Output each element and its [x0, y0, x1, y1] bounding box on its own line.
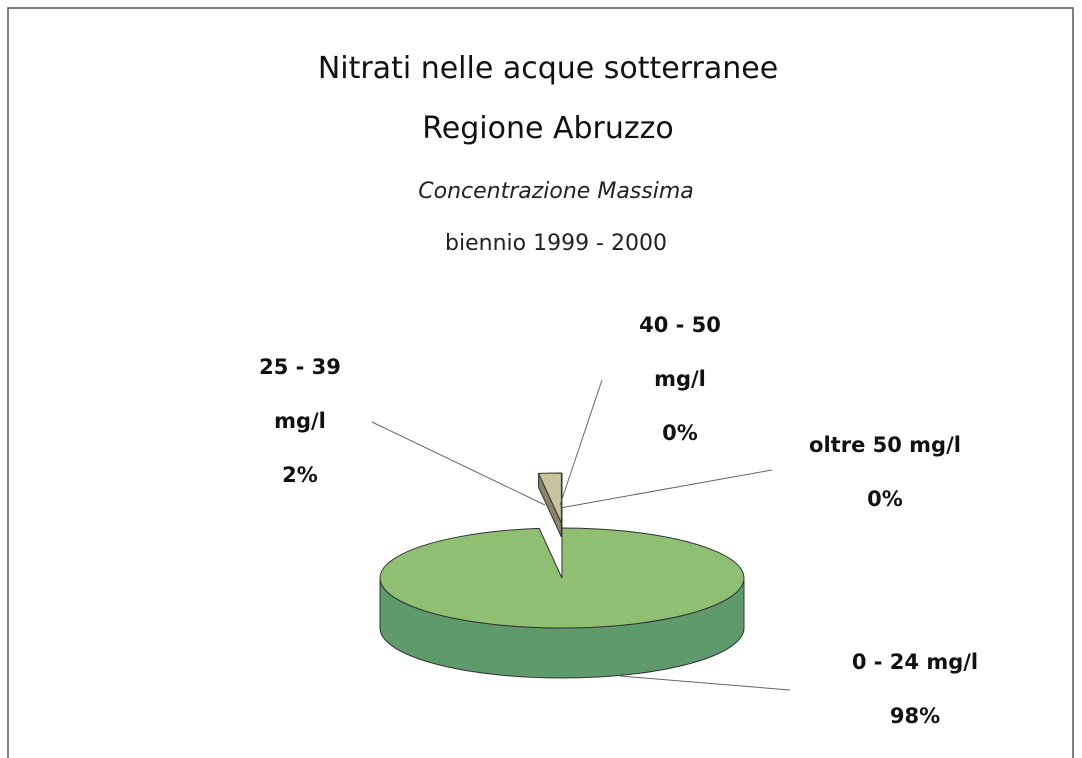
value-label: 98% — [889, 704, 941, 728]
value-label: 0% — [662, 421, 698, 445]
pie-slice — [537, 472, 562, 524]
pie-slice — [379, 527, 745, 629]
leader-line — [559, 379, 603, 506]
frame — [7, 7, 1074, 758]
chart-title: Regione Abruzzo — [422, 111, 673, 146]
chart-title: Nitrati nelle acque sotterranee — [318, 51, 778, 86]
value-label: 0% — [867, 487, 903, 511]
leader-line — [559, 469, 773, 509]
slice-label: 40 - 50 mg/l — [639, 313, 721, 391]
slice-label: 0 - 24 mg/l — [851, 650, 979, 674]
chart-subtitle: Concentrazione Massima — [418, 179, 694, 204]
value-label: 2% — [282, 463, 318, 487]
slice-label: oltre 50 mg/l — [809, 433, 961, 457]
leader-line — [619, 675, 791, 691]
slice-label: 25 - 39 mg/l — [259, 355, 341, 433]
leader-line — [371, 421, 546, 506]
chart-subtitle: biennio 1999 - 2000 — [445, 231, 667, 256]
